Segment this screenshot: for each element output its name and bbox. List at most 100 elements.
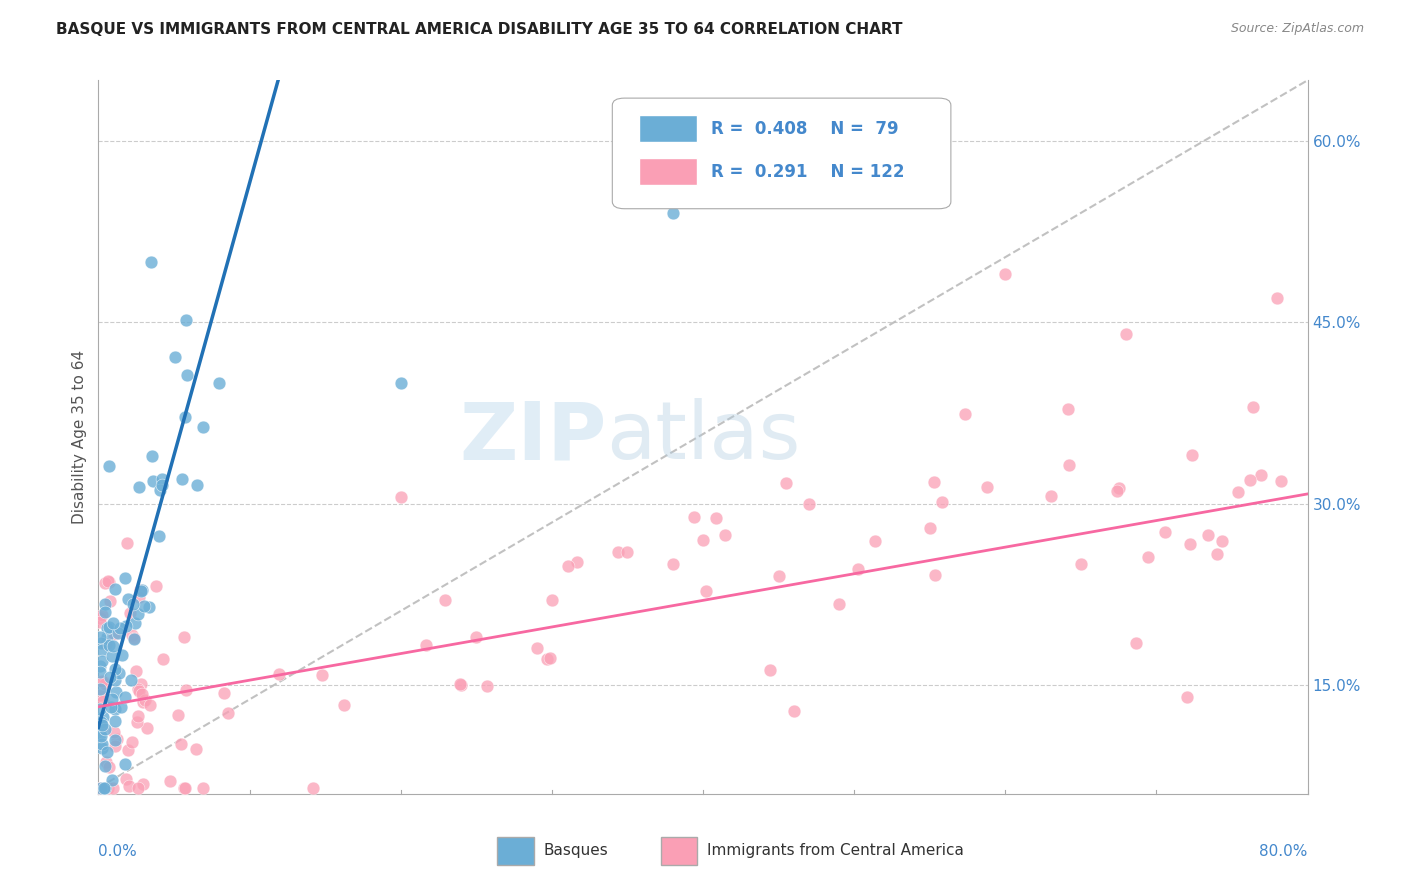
Point [128,684,150,698]
Point [170,471,193,485]
Point [1197,528,1219,542]
Bar [661,837,697,865]
Point [1211,534,1233,549]
Point [122,631,145,645]
Point [186,742,208,756]
Point [1180,537,1202,551]
Point [141,254,163,268]
Point [389,491,412,505]
Point [1227,485,1250,500]
Point [136,721,159,735]
Point [475,679,498,693]
Text: BASQUE VS IMMIGRANTS FROM CENTRAL AMERICA DISABILITY AGE 35 TO 64 CORRELATION CH: BASQUE VS IMMIGRANTS FROM CENTRAL AMERIC… [56,22,903,37]
Point [103,627,125,641]
Point [1239,473,1261,487]
Point [918,521,941,535]
Point [713,527,735,541]
Y-axis label: Disability Age 35 to 64: Disability Age 35 to 64 [72,350,87,524]
Point [191,780,214,795]
Point [96,621,118,635]
Point [114,571,136,585]
Point [148,483,170,497]
Point [91,718,114,732]
Point [166,708,188,723]
Point [141,449,163,463]
Point [131,582,153,597]
Bar [638,158,697,186]
Point [132,695,155,709]
Point [924,568,946,582]
Point [759,663,782,677]
Point [449,677,471,691]
Point [616,545,638,559]
Point [844,182,866,196]
Point [132,777,155,791]
Text: atlas: atlas [606,398,800,476]
Point [173,409,195,424]
Point [89,659,111,673]
Point [91,741,114,756]
Point [90,714,112,729]
Point [111,648,134,662]
Point [117,591,139,606]
Point [91,642,114,657]
Point [129,584,152,599]
Point [89,630,111,644]
Point [465,630,488,644]
Point [121,628,143,642]
Point [931,494,953,508]
Point [1070,557,1092,571]
Point [93,780,115,795]
Point [98,620,121,634]
Point [104,673,127,688]
Point [159,773,181,788]
Point [94,756,117,770]
Point [108,665,131,680]
Point [103,780,125,795]
Bar [498,837,534,865]
Point [174,312,197,326]
Point [145,579,167,593]
Point [115,536,138,550]
Point [91,693,114,707]
Point [433,593,456,607]
Point [846,562,869,576]
Point [101,639,124,653]
Point [96,637,118,651]
Point [538,651,561,665]
Point [94,576,117,591]
Point [96,630,118,644]
Point [165,350,187,364]
Point [1108,482,1130,496]
Point [100,700,122,714]
Point [117,743,139,757]
Point [89,665,111,680]
Point [1105,483,1128,498]
Point [134,599,156,614]
Point [827,597,849,611]
Text: Basques: Basques [543,844,609,858]
Point [89,688,111,702]
Point [267,667,290,681]
Point [173,780,195,795]
Point [114,772,136,786]
Point [782,704,804,718]
Point [191,420,214,434]
Point [124,616,146,631]
Point [89,615,111,630]
Point [94,677,117,691]
Point [1241,400,1264,414]
Point [127,715,149,730]
Point [91,608,114,623]
Point [797,497,820,511]
Point [110,699,132,714]
Point [120,673,142,687]
Point [976,480,998,494]
Point [89,702,111,716]
Point [415,638,437,652]
Text: ZIP: ZIP [458,398,606,476]
Point [89,727,111,741]
Point [775,475,797,490]
Point [150,478,173,492]
Point [104,739,127,753]
